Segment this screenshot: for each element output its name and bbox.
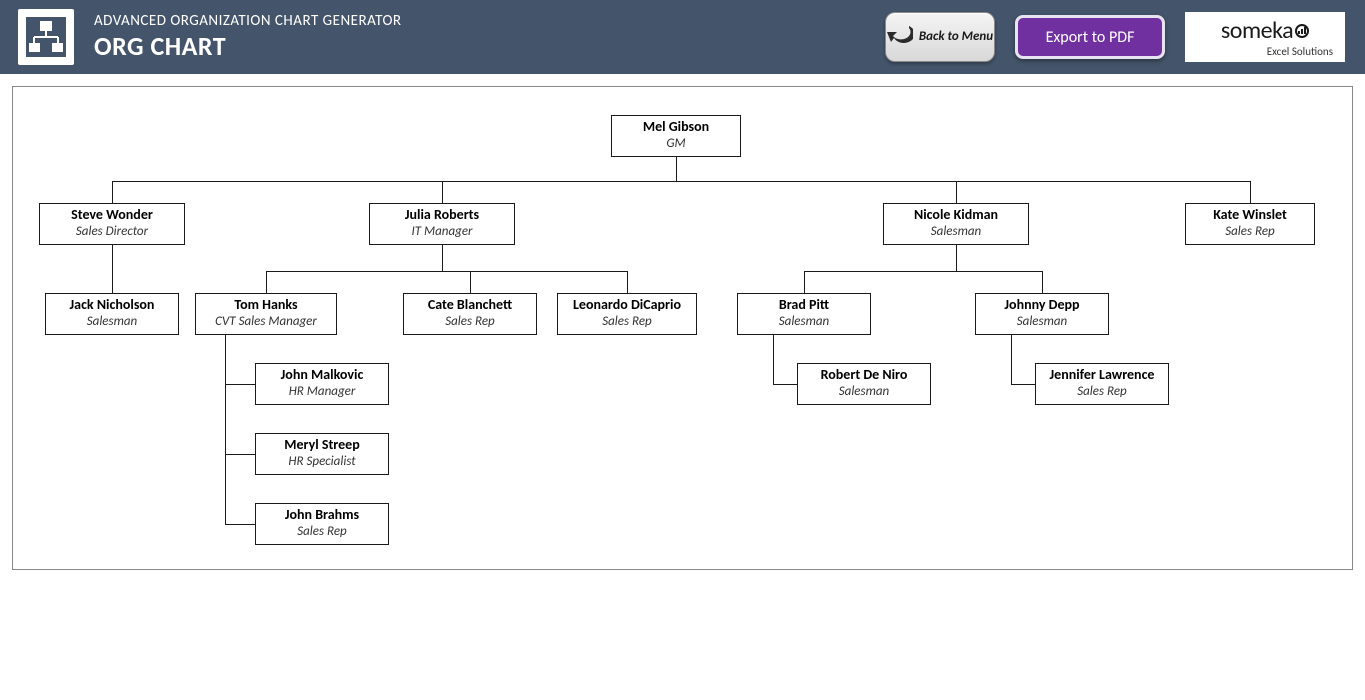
header-titles: ADVANCED ORGANIZATION CHART GENERATOR OR… [94, 12, 402, 62]
connector-line [676, 157, 677, 181]
org-node[interactable]: Robert De NiroSalesman [797, 363, 931, 405]
node-role: Salesman [52, 314, 172, 331]
connector-line [266, 271, 628, 272]
connector-line [225, 384, 255, 385]
org-node[interactable]: Julia RobertsIT Manager [369, 203, 515, 245]
node-role: Sales Rep [410, 314, 530, 331]
app-logo [18, 9, 74, 65]
node-name: Meryl Streep [262, 437, 382, 454]
org-node[interactable]: Meryl StreepHR Specialist [255, 433, 389, 475]
node-name: Leonardo DiCaprio [564, 297, 690, 314]
connector-line [1250, 181, 1251, 203]
org-node[interactable]: Cate BlanchettSales Rep [403, 293, 537, 335]
node-name: Cate Blanchett [410, 297, 530, 314]
node-name: John Brahms [262, 507, 382, 524]
connector-line [266, 271, 267, 293]
node-role: Sales Rep [262, 524, 382, 541]
org-node[interactable]: John BrahmsSales Rep [255, 503, 389, 545]
node-name: Tom Hanks [202, 297, 330, 314]
brand-badge: someka Excel Solutions [1185, 12, 1345, 62]
node-name: John Malkovic [262, 367, 382, 384]
connector-line [1042, 271, 1043, 293]
org-node[interactable]: Kate WinsletSales Rep [1185, 203, 1315, 245]
org-node[interactable]: Nicole KidmanSalesman [883, 203, 1029, 245]
connector-line [627, 271, 628, 293]
connector-line [804, 271, 805, 293]
connector-line [1011, 384, 1035, 385]
brand-name: someka [1221, 16, 1309, 45]
connector-line [225, 524, 255, 525]
org-node[interactable]: John MalkovicHR Manager [255, 363, 389, 405]
node-name: Kate Winslet [1192, 207, 1308, 224]
org-node[interactable]: Jennifer LawrenceSales Rep [1035, 363, 1169, 405]
brand-chart-icon [1295, 24, 1309, 38]
connector-line [112, 181, 113, 203]
node-name: Jack Nicholson [52, 297, 172, 314]
connector-line [804, 271, 1043, 272]
back-to-menu-button[interactable]: Back to Menu [885, 12, 995, 62]
node-name: Brad Pitt [744, 297, 864, 314]
node-role: Salesman [890, 224, 1022, 241]
node-role: IT Manager [376, 224, 508, 241]
org-node[interactable]: Jack NicholsonSalesman [45, 293, 179, 335]
org-node[interactable]: Leonardo DiCaprioSales Rep [557, 293, 697, 335]
connector-line [470, 271, 471, 293]
connector-line [956, 181, 957, 203]
node-name: Steve Wonder [46, 207, 178, 224]
connector-line [225, 454, 255, 455]
connector-line [773, 384, 797, 385]
node-name: Jennifer Lawrence [1042, 367, 1162, 384]
node-role: Salesman [982, 314, 1102, 331]
back-arrow-icon [887, 21, 913, 53]
back-button-label: Back to Menu [919, 30, 993, 44]
header-bar: ADVANCED ORGANIZATION CHART GENERATOR OR… [0, 0, 1365, 74]
brand-sub: Excel Solutions [1267, 45, 1333, 58]
org-node[interactable]: Johnny DeppSalesman [975, 293, 1109, 335]
node-role: CVT Sales Manager [202, 314, 330, 331]
org-node[interactable]: Tom HanksCVT Sales Manager [195, 293, 337, 335]
connector-line [442, 245, 443, 271]
connector-line [112, 181, 1251, 182]
node-role: Sales Rep [1192, 224, 1308, 241]
connector-line [956, 245, 957, 271]
node-name: Julia Roberts [376, 207, 508, 224]
orgchart-icon [26, 17, 66, 57]
connector-line [225, 335, 226, 525]
connector-line [1011, 335, 1012, 385]
node-name: Nicole Kidman [890, 207, 1022, 224]
node-role: Salesman [744, 314, 864, 331]
node-name: Mel Gibson [618, 119, 734, 136]
node-role: Salesman [804, 384, 924, 401]
export-pdf-button[interactable]: Export to PDF [1015, 15, 1165, 59]
connector-line [773, 335, 774, 385]
node-role: HR Manager [262, 384, 382, 401]
node-role: Sales Rep [1042, 384, 1162, 401]
node-role: Sales Rep [564, 314, 690, 331]
node-role: HR Specialist [262, 454, 382, 471]
node-role: Sales Director [46, 224, 178, 241]
node-role: GM [618, 136, 734, 153]
org-node[interactable]: Steve WonderSales Director [39, 203, 185, 245]
org-node[interactable]: Brad PittSalesman [737, 293, 871, 335]
export-button-label: Export to PDF [1046, 28, 1135, 47]
node-name: Robert De Niro [804, 367, 924, 384]
header-subtitle: ADVANCED ORGANIZATION CHART GENERATOR [94, 12, 402, 30]
node-name: Johnny Depp [982, 297, 1102, 314]
header-title: ORG CHART [94, 30, 402, 62]
connector-line [112, 245, 113, 293]
org-chart-canvas: Mel GibsonGM Steve WonderSales Director Ju… [12, 86, 1353, 570]
connector-line [442, 181, 443, 203]
org-node[interactable]: Mel GibsonGM [611, 115, 741, 157]
